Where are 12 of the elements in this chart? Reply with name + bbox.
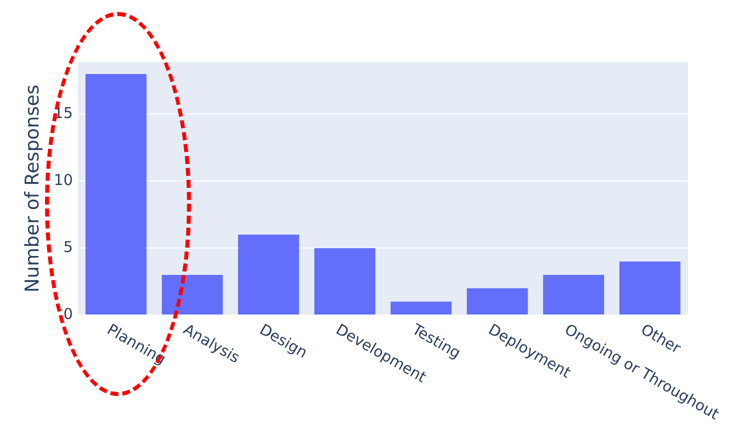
bar <box>619 261 680 314</box>
bar <box>238 234 300 314</box>
y-tick-label: 10 <box>54 171 73 190</box>
bar <box>390 302 452 314</box>
bar <box>543 274 604 314</box>
bar <box>86 74 147 314</box>
bar <box>162 274 223 314</box>
y-tick-label: 5 <box>63 238 73 256</box>
y-tick-label: 0 <box>63 304 73 323</box>
y-axis-title: Number of Responses <box>21 84 44 292</box>
bar <box>314 248 376 314</box>
bar <box>466 288 528 314</box>
